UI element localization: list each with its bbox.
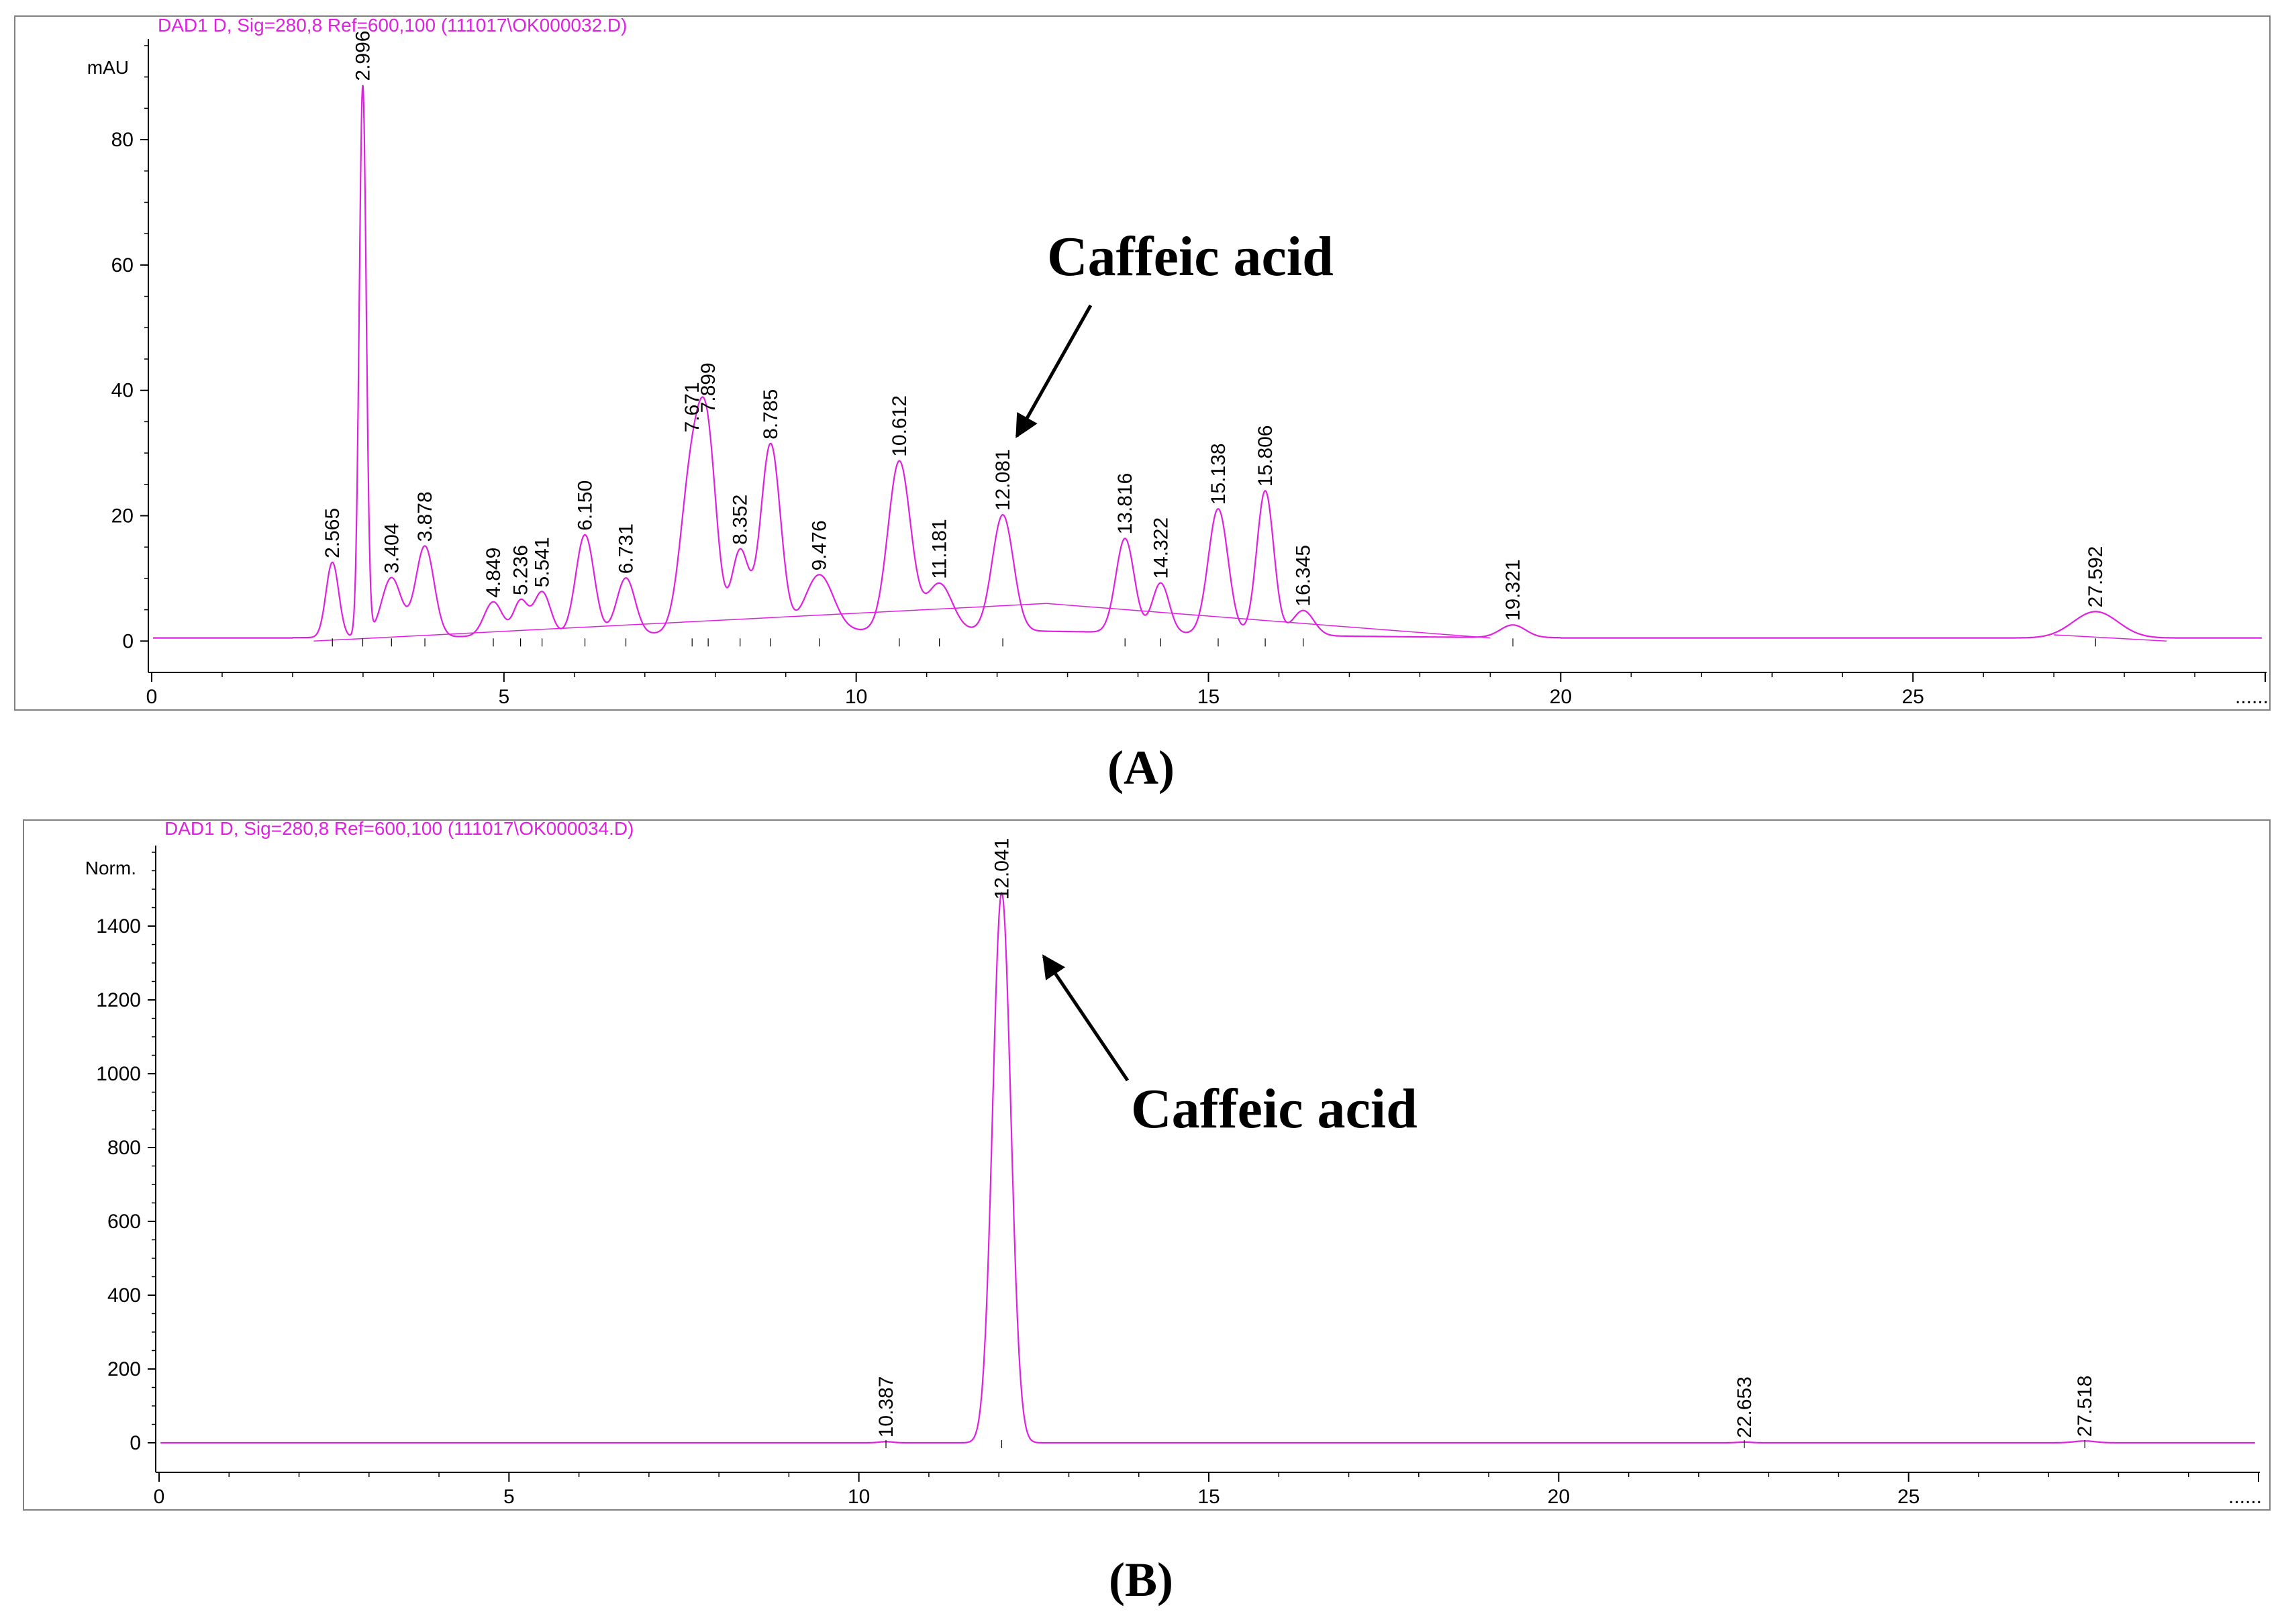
peak-label: 5.236: [510, 545, 532, 595]
x-tick-label: 25: [1897, 1486, 1920, 1508]
y-tick-label: 60: [111, 254, 134, 276]
x-tick-label: 15: [1197, 686, 1220, 708]
y-tick-label: 1000: [96, 1063, 141, 1085]
peak-label: 14.322: [1150, 517, 1172, 579]
peak-label: 13.816: [1114, 473, 1136, 535]
x-tick-label: 25: [1901, 686, 1924, 708]
x-tick-label: 5: [498, 686, 509, 708]
caffeic-acid-arrow: [1042, 954, 1130, 1082]
integration-baseline: [313, 603, 1047, 642]
caffeic-acid-annotation: Caffeic acid: [1047, 225, 1334, 288]
x-tick-label: 15: [1197, 1486, 1220, 1508]
caffeic-acid-annotation: Caffeic acid: [1131, 1078, 1418, 1140]
y-axis-label: mAU: [87, 57, 129, 78]
peak-label: 19.321: [1502, 559, 1524, 621]
chromatogram-trace: [153, 85, 2262, 639]
chart-panel-b: DAD1 D, Sig=280,8 Ref=600,100 (111017\OK…: [23, 818, 2271, 1607]
peak-label: 3.404: [381, 523, 403, 574]
panel-caption: (A): [1107, 741, 1175, 795]
y-tick-label: 40: [111, 380, 134, 402]
y-tick-label: 20: [111, 505, 134, 527]
x-tick-label: 10: [845, 686, 867, 708]
y-tick-label: 1400: [96, 915, 141, 937]
integration-baseline: [1046, 603, 1491, 639]
x-tick-label: 0: [154, 1486, 165, 1508]
chromatogram-trace: [160, 891, 2255, 1444]
peak-label: 2.565: [321, 508, 344, 558]
x-axis-end-label: ......: [2228, 1486, 2262, 1508]
peak-label: 27.592: [2085, 546, 2107, 608]
peak-label: 7.899: [697, 362, 720, 413]
peak-label: 5.541: [532, 537, 554, 587]
peak-label: 6.731: [615, 523, 638, 574]
peak-label: 22.653: [1734, 1376, 1756, 1438]
chart-title: DAD1 D, Sig=280,8 Ref=600,100 (111017\OK…: [164, 818, 634, 839]
peak-label: 12.041: [991, 838, 1013, 900]
peak-label: 3.878: [414, 491, 436, 542]
peak-label: 12.081: [992, 449, 1014, 511]
panel-caption: (B): [1109, 1553, 1173, 1607]
y-tick-label: 200: [107, 1358, 141, 1380]
x-tick-label: 20: [1550, 686, 1572, 708]
peak-label: 8.785: [760, 389, 782, 440]
peak-label: 6.150: [575, 480, 597, 531]
y-tick-label: 0: [122, 630, 134, 652]
peak-label: 2.996: [352, 31, 375, 81]
y-tick-label: 1200: [96, 989, 141, 1011]
x-tick-label: 10: [848, 1486, 870, 1508]
peak-label: 8.352: [730, 495, 752, 545]
y-tick-label: 600: [107, 1211, 141, 1233]
x-axis-end-label: ......: [2235, 686, 2269, 708]
peak-label: 27.518: [2074, 1376, 2096, 1437]
y-tick-label: 800: [107, 1137, 141, 1159]
peak-label: 15.806: [1254, 425, 1277, 487]
y-axis-label: Norm.: [85, 858, 136, 878]
peak-label: 9.476: [809, 520, 831, 570]
peak-label: 4.849: [483, 548, 505, 598]
chart-title: DAD1 D, Sig=280,8 Ref=600,100 (111017\OK…: [158, 15, 627, 36]
panel-frame: [23, 819, 2271, 1511]
chart-panel-a: DAD1 D, Sig=280,8 Ref=600,100 (111017\OK…: [14, 15, 2271, 795]
panel-frame: [14, 15, 2271, 711]
integration-baseline: [2054, 634, 2167, 642]
caffeic-acid-arrow: [1015, 304, 1093, 439]
peak-label: 11.181: [929, 519, 951, 579]
x-tick-label: 5: [503, 1486, 515, 1508]
peak-label: 7.671: [681, 382, 703, 432]
y-tick-label: 80: [111, 129, 134, 151]
x-tick-label: 20: [1548, 1486, 1570, 1508]
peak-label: 10.612: [889, 395, 911, 457]
peak-label: 16.345: [1293, 545, 1315, 607]
x-tick-label: 0: [146, 686, 158, 708]
peak-label: 15.138: [1207, 443, 1230, 505]
y-tick-label: 400: [107, 1284, 141, 1307]
y-tick-label: 0: [130, 1432, 141, 1454]
peak-label: 10.387: [875, 1376, 897, 1438]
